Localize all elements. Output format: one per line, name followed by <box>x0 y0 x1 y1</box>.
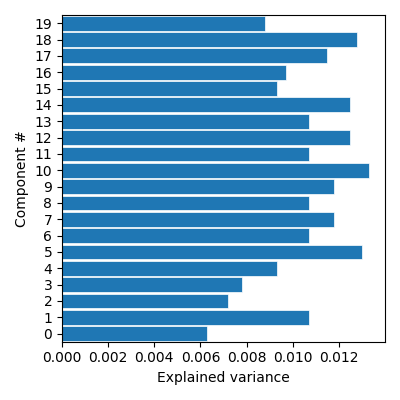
Bar <box>62 326 207 341</box>
Bar <box>62 244 362 259</box>
Bar <box>62 277 242 292</box>
Bar <box>62 179 334 194</box>
Bar <box>62 81 276 96</box>
Bar <box>62 98 350 112</box>
Bar <box>62 146 309 161</box>
Bar <box>62 65 286 80</box>
Bar <box>62 32 357 47</box>
Bar <box>62 294 228 308</box>
Bar <box>62 228 309 243</box>
Bar <box>62 261 276 276</box>
X-axis label: Explained variance: Explained variance <box>157 371 290 385</box>
Bar <box>62 310 309 324</box>
Bar <box>62 16 265 30</box>
Bar <box>62 196 309 210</box>
Bar <box>62 114 309 128</box>
Bar <box>62 130 350 145</box>
Bar <box>62 163 369 178</box>
Bar <box>62 48 327 63</box>
Bar <box>62 212 334 226</box>
Y-axis label: Component #: Component # <box>15 130 29 227</box>
